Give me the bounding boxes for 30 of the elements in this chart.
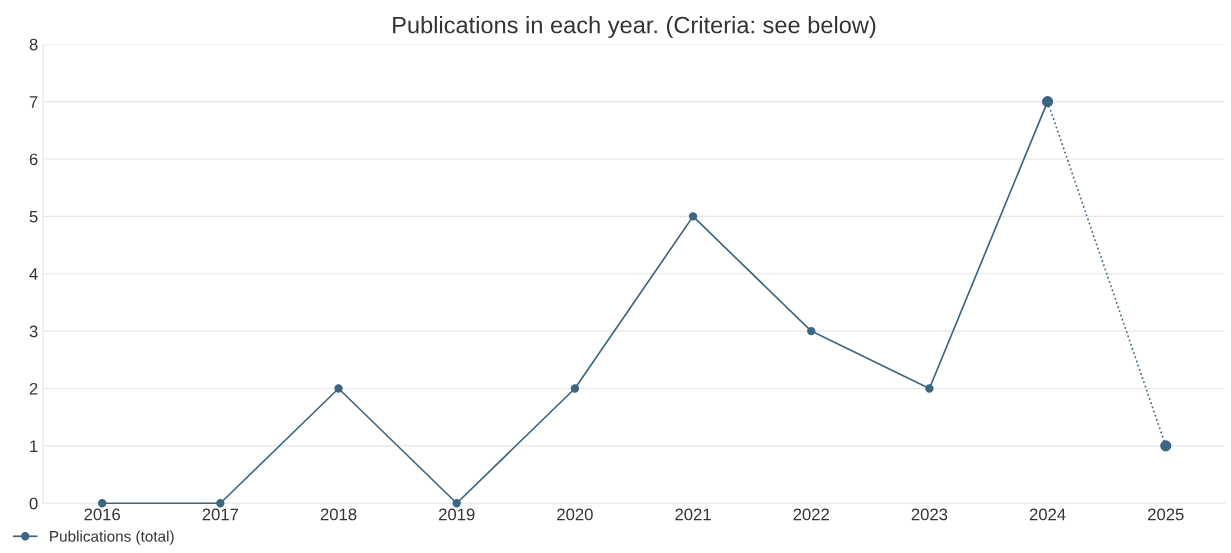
point bbox=[807, 326, 816, 336]
x-tick-label: 2017 bbox=[202, 508, 239, 521]
point bbox=[1160, 440, 1172, 452]
point bbox=[452, 499, 461, 508]
x-tick-label: 2022 bbox=[793, 508, 829, 521]
y-tick-label: 7 bbox=[29, 96, 38, 108]
y-tick-label: 6 bbox=[29, 153, 38, 166]
chart-title: Publications in each year. (Criteria: see below) bbox=[393, 16, 876, 39]
point bbox=[98, 499, 107, 508]
x-tick-label: 2020 bbox=[557, 508, 593, 521]
x-tick-label: 2018 bbox=[320, 508, 357, 521]
legend-label: Publications (total) bbox=[50, 530, 174, 545]
x-tick-label: 2019 bbox=[439, 508, 475, 521]
y-tick-label: 3 bbox=[29, 325, 38, 338]
x-tick-label: 2025 bbox=[1148, 508, 1184, 521]
point bbox=[334, 384, 343, 393]
x-tick-label: 2024 bbox=[1029, 508, 1066, 521]
y-tick-label: 5 bbox=[29, 210, 38, 223]
y-tick-label: 1 bbox=[30, 440, 38, 452]
x-tick-label: 2016 bbox=[84, 508, 120, 521]
x-tick-label: 2023 bbox=[911, 508, 948, 521]
point bbox=[216, 499, 225, 508]
y-tick-label: 4 bbox=[29, 268, 38, 280]
point bbox=[570, 384, 580, 393]
y-tick-label: 8 bbox=[29, 38, 38, 51]
point bbox=[925, 384, 934, 393]
x-tick-label: 2021 bbox=[675, 508, 711, 521]
point bbox=[688, 212, 698, 221]
y-tick-label: 0 bbox=[29, 497, 38, 510]
y-tick-label: 2 bbox=[29, 382, 38, 395]
